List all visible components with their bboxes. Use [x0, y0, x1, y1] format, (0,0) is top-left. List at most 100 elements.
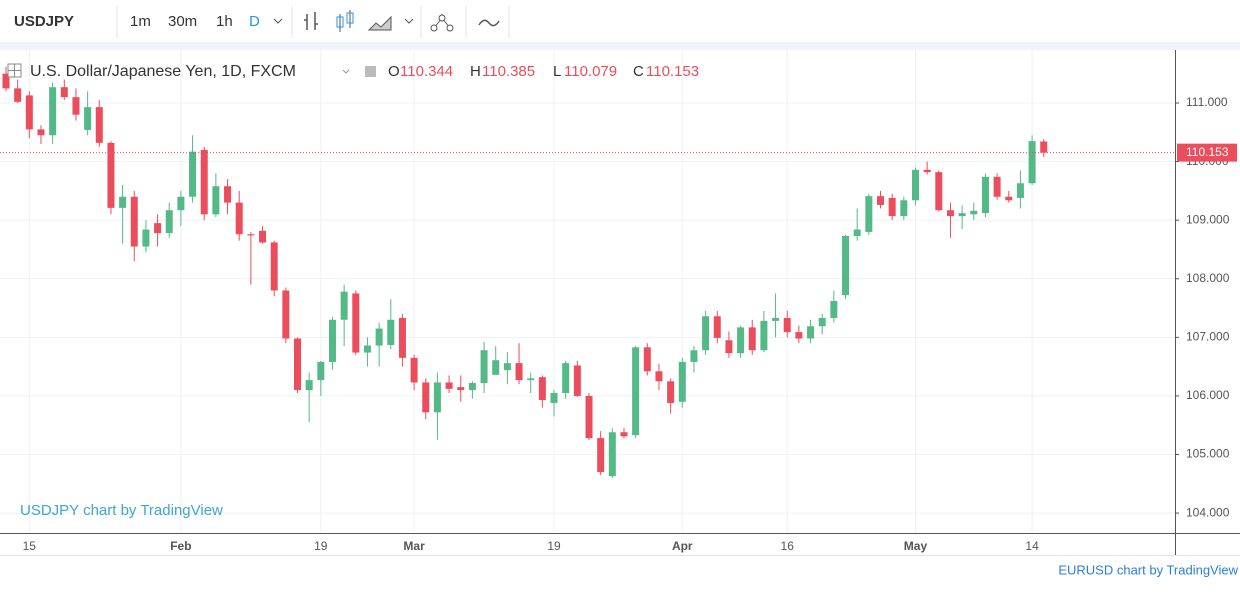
candle-body [783, 318, 791, 333]
candle-body [573, 365, 581, 396]
candle-body [119, 196, 127, 208]
candle-body [935, 172, 943, 211]
candle-body [95, 107, 103, 143]
candle-body [247, 234, 255, 236]
candle-body [865, 196, 873, 232]
x-tick-label: 19 [547, 539, 561, 553]
candle-body [200, 149, 208, 215]
candle-body [235, 202, 243, 235]
candle-body [37, 129, 45, 136]
collapse-icon[interactable] [8, 64, 21, 77]
candle-body [1016, 183, 1024, 198]
interval[interactable]: 1h [216, 13, 233, 30]
symbol[interactable]: USDJPY [14, 13, 74, 30]
indicators-icon[interactable] [430, 24, 438, 32]
candle-body [830, 301, 838, 319]
candle-body [480, 350, 488, 384]
candle-body [807, 326, 815, 339]
bars-icon[interactable] [304, 12, 318, 30]
candle-body [154, 223, 162, 234]
candle-body [49, 87, 57, 136]
interval-active[interactable]: D [249, 13, 260, 30]
x-tick-label: 19 [314, 539, 328, 553]
ohlc-label: O [388, 63, 400, 80]
candle-body [713, 316, 721, 338]
candle-body [911, 169, 919, 201]
candle-body [958, 213, 966, 217]
x-tick-label: 16 [781, 539, 795, 553]
candle-body [363, 345, 371, 353]
y-tick-label: 105.000 [1186, 447, 1230, 461]
candle-body [853, 229, 861, 236]
compare-icon[interactable] [478, 19, 500, 27]
toolbar [0, 0, 1240, 42]
ohlc-label: H [470, 63, 481, 80]
candle-body [328, 319, 336, 362]
candle-body [270, 242, 278, 291]
candle-body [725, 340, 733, 354]
eye-icon[interactable] [365, 66, 376, 77]
dropdown-icon[interactable] [404, 18, 414, 24]
candle-body [2, 73, 10, 89]
x-tick-label: 14 [1025, 539, 1039, 553]
grid [0, 50, 1179, 533]
candle-body [772, 318, 780, 321]
candles-icon[interactable] [346, 12, 354, 24]
gap [0, 42, 1240, 50]
candle-body [305, 380, 313, 391]
candle-body [702, 316, 710, 351]
candle-body [84, 107, 92, 130]
candle-body [888, 197, 896, 217]
candle-body [212, 186, 220, 215]
interval[interactable]: 1m [130, 13, 151, 30]
candle-body [748, 327, 756, 351]
candle-body [259, 230, 267, 243]
candle-body [585, 395, 593, 439]
candle-body [130, 196, 138, 247]
candle-body [877, 196, 884, 205]
candle-body [981, 176, 989, 214]
candle-body [550, 392, 558, 403]
candle-body [842, 235, 850, 296]
indicators-icon[interactable] [446, 24, 454, 32]
candle-body [1005, 196, 1013, 201]
dropdown-icon[interactable] [342, 69, 350, 74]
y-tick-label: 108.000 [1186, 271, 1230, 285]
footer-link[interactable]: EURUSD chart by TradingView [1058, 562, 1238, 577]
ohlc-label: L [553, 63, 561, 80]
candle-body [422, 382, 430, 413]
x-tick-label: May [904, 539, 928, 553]
candle-body [25, 95, 33, 130]
candles [0, 66, 1175, 478]
ohlc-value: 110.079 [564, 63, 617, 80]
y-tick-label: 104.000 [1186, 505, 1230, 519]
y-tick-label: 107.000 [1186, 330, 1230, 344]
interval[interactable]: 30m [168, 13, 197, 30]
dropdown-icon[interactable] [273, 18, 283, 24]
candle-body [597, 438, 605, 473]
y-tick-label: 109.000 [1186, 212, 1230, 226]
watermark[interactable]: USDJPY chart by TradingView [20, 502, 223, 519]
candle-body [667, 381, 675, 403]
candle-body [690, 350, 698, 362]
candle-body [224, 186, 232, 203]
indicators-icon[interactable] [438, 14, 446, 22]
candle-body [1028, 141, 1036, 184]
y-tick-label: 106.000 [1186, 388, 1230, 402]
candle-body [72, 97, 80, 115]
candle-body [433, 382, 441, 413]
candle-body [1040, 141, 1048, 153]
candle-body [177, 196, 185, 211]
candle-body [340, 291, 348, 320]
candle-body [165, 210, 173, 234]
candle-body [398, 318, 406, 358]
candle-body [923, 169, 931, 173]
candles-icon[interactable] [336, 16, 344, 28]
candle-body [189, 151, 197, 197]
x-tick-label: Mar [403, 539, 425, 553]
area-icon[interactable] [367, 15, 392, 31]
candle-body [993, 176, 1001, 197]
candle-body [282, 290, 290, 339]
candle-body [375, 328, 383, 346]
